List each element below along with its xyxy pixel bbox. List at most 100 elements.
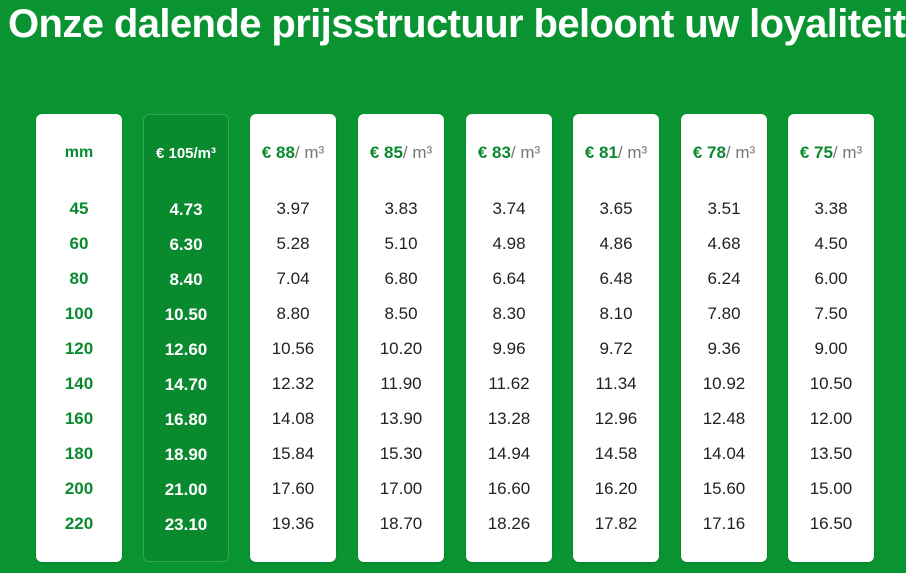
table-cell: 18.26 — [487, 514, 531, 533]
table-cell: 140 — [64, 374, 94, 393]
table-cell: 9.00 — [814, 339, 848, 358]
price-unit: / m³ — [294, 143, 325, 162]
table-cell: 120 — [64, 339, 94, 358]
table-cell: 14.94 — [487, 444, 531, 463]
column-header: € 83/ m³ — [466, 142, 552, 164]
table-cell: 14.04 — [702, 444, 746, 463]
table-cell: 12.32 — [271, 374, 315, 393]
table-cell: 3.38 — [814, 199, 848, 218]
table-cell: 18.70 — [379, 514, 423, 533]
table-cell: 4.86 — [599, 234, 633, 253]
table-cell: 45 — [69, 199, 89, 218]
price-per-m3: € 78 — [692, 143, 726, 162]
table-cell: 220 — [64, 514, 94, 533]
table-cell: 6.30 — [169, 235, 203, 254]
table-cell: 10.50 — [809, 374, 853, 393]
table-cell: 6.64 — [492, 269, 526, 288]
price-per-m3: € 83 — [477, 143, 511, 162]
table-cell: 14.70 — [164, 375, 208, 394]
page-title: Onze dalende prijsstructuur beloont uw l… — [8, 2, 906, 46]
table-cell: 4.50 — [814, 234, 848, 253]
price-per-m3: € 85 — [369, 143, 403, 162]
table-cell: 9.96 — [492, 339, 526, 358]
price-unit: / m³ — [725, 143, 756, 162]
table-cell: 6.80 — [384, 269, 418, 288]
column-header: € 81/ m³ — [573, 142, 659, 164]
table-cell: 10.92 — [702, 374, 746, 393]
table-cell: 100 — [64, 304, 94, 323]
table-cell: 13.50 — [809, 444, 853, 463]
table-cell: 14.58 — [594, 444, 638, 463]
table-cell: 8.50 — [384, 304, 418, 323]
table-cell: 4.98 — [492, 234, 526, 253]
column-thickness: mm 45 60 80 100 120 140 160 180 200 220 — [36, 114, 122, 562]
price-unit: / m³ — [510, 143, 541, 162]
price-column: € 78/ m³ 3.51 4.68 6.24 7.80 9.36 10.92 12.48 14… — [681, 114, 767, 562]
column-header: € 75/ m³ — [788, 142, 874, 164]
table-cell: 21.00 — [164, 480, 208, 499]
column-header: € 105/m³ — [144, 143, 228, 165]
table-cell: 10.20 — [379, 339, 423, 358]
table-cell: 200 — [64, 479, 94, 498]
table-cell: 80 — [69, 269, 89, 288]
table-cell: 18.90 — [164, 445, 208, 464]
table-cell: 4.73 — [169, 200, 203, 219]
table-cell: 13.28 — [487, 409, 531, 428]
table-cell: 9.72 — [599, 339, 633, 358]
table-cell: 11.34 — [595, 374, 637, 393]
column-header: € 88/ m³ — [250, 142, 336, 164]
price-column: € 85/ m³ 3.83 5.10 6.80 8.50 10.20 11.90 13.90 1… — [358, 114, 444, 562]
table-cell: 60 — [69, 234, 89, 253]
table-cell: 15.30 — [379, 444, 423, 463]
table-cell: 4.68 — [707, 234, 741, 253]
table-cell: 11.90 — [380, 374, 422, 393]
table-cell: 15.84 — [271, 444, 315, 463]
price-per-m3: € 88 — [261, 143, 295, 162]
price-column: € 75/ m³ 3.38 4.50 6.00 7.50 9.00 10.50 12.00 13… — [788, 114, 874, 562]
table-cell: 11.62 — [488, 374, 530, 393]
table-cell: 12.00 — [809, 409, 853, 428]
table-cell: 8.80 — [276, 304, 310, 323]
table-cell: 15.00 — [809, 479, 853, 498]
price-per-m3: € 105/m³ — [155, 145, 217, 162]
table-cell: 16.80 — [164, 410, 208, 429]
table-cell: 19.36 — [271, 514, 315, 533]
table-cell: 7.80 — [707, 304, 741, 323]
table-cell: 3.83 — [384, 199, 418, 218]
table-cell: 12.60 — [164, 340, 208, 359]
price-column: € 88/ m³ 3.97 5.28 7.04 8.80 10.56 12.32 14.08 1… — [250, 114, 336, 562]
table-cell: 8.10 — [599, 304, 633, 323]
price-per-m3: € 75 — [799, 143, 833, 162]
table-cell: 17.60 — [271, 479, 315, 498]
table-cell: 14.08 — [271, 409, 315, 428]
table-cell: 3.51 — [707, 199, 741, 218]
price-column: € 105/m³ 4.73 6.30 8.40 10.50 12.60 14.70 16.80… — [143, 114, 229, 562]
table-cell: 6.48 — [599, 269, 633, 288]
column-header: € 85/ m³ — [358, 142, 444, 164]
table-cell: 17.00 — [379, 479, 423, 498]
table-cell: 3.97 — [276, 199, 310, 218]
table-cell: 15.60 — [702, 479, 746, 498]
table-cell: 23.10 — [164, 515, 208, 534]
table-cell: 16.20 — [594, 479, 638, 498]
price-unit: / m³ — [617, 143, 648, 162]
table-cell: 3.74 — [492, 199, 526, 218]
table-cell: 16.60 — [487, 479, 531, 498]
table-cell: 10.56 — [271, 339, 315, 358]
table-cell: 5.10 — [384, 234, 418, 253]
table-cell: 6.24 — [707, 269, 741, 288]
price-unit: / m³ — [402, 143, 433, 162]
price-unit: / m³ — [832, 143, 863, 162]
table-cell: 16.50 — [809, 514, 853, 533]
table-cell: 180 — [64, 444, 94, 463]
table-cell: 7.04 — [276, 269, 310, 288]
table-cell: 160 — [64, 409, 94, 428]
table-cell: 13.90 — [379, 409, 423, 428]
price-per-m3: € 81 — [584, 143, 618, 162]
price-column: € 81/ m³ 3.65 4.86 6.48 8.10 9.72 11.34 12.96 14… — [573, 114, 659, 562]
table-cell: 12.48 — [702, 409, 746, 428]
table-cell: 8.40 — [169, 270, 203, 289]
column-header: € 78/ m³ — [681, 142, 767, 164]
table-cell: 3.65 — [599, 199, 633, 218]
